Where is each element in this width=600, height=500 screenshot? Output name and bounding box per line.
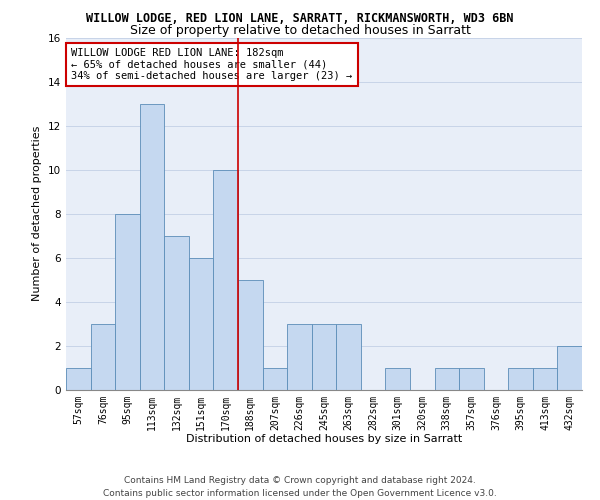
Bar — [238, 280, 263, 390]
Bar — [189, 258, 214, 390]
Bar — [312, 324, 336, 390]
Bar — [336, 324, 361, 390]
Y-axis label: Number of detached properties: Number of detached properties — [32, 126, 43, 302]
Bar — [164, 236, 189, 390]
Bar — [140, 104, 164, 390]
Bar — [459, 368, 484, 390]
Text: WILLOW LODGE, RED LION LANE, SARRATT, RICKMANSWORTH, WD3 6BN: WILLOW LODGE, RED LION LANE, SARRATT, RI… — [86, 12, 514, 26]
Bar — [557, 346, 582, 390]
Bar — [434, 368, 459, 390]
Bar — [66, 368, 91, 390]
Bar — [115, 214, 140, 390]
X-axis label: Distribution of detached houses by size in Sarratt: Distribution of detached houses by size … — [186, 434, 462, 444]
Bar — [263, 368, 287, 390]
Bar — [508, 368, 533, 390]
Text: Contains HM Land Registry data © Crown copyright and database right 2024.
Contai: Contains HM Land Registry data © Crown c… — [103, 476, 497, 498]
Text: WILLOW LODGE RED LION LANE: 182sqm
← 65% of detached houses are smaller (44)
34%: WILLOW LODGE RED LION LANE: 182sqm ← 65%… — [71, 48, 352, 82]
Text: Size of property relative to detached houses in Sarratt: Size of property relative to detached ho… — [130, 24, 470, 37]
Bar — [91, 324, 115, 390]
Bar — [214, 170, 238, 390]
Bar — [385, 368, 410, 390]
Bar — [533, 368, 557, 390]
Bar — [287, 324, 312, 390]
